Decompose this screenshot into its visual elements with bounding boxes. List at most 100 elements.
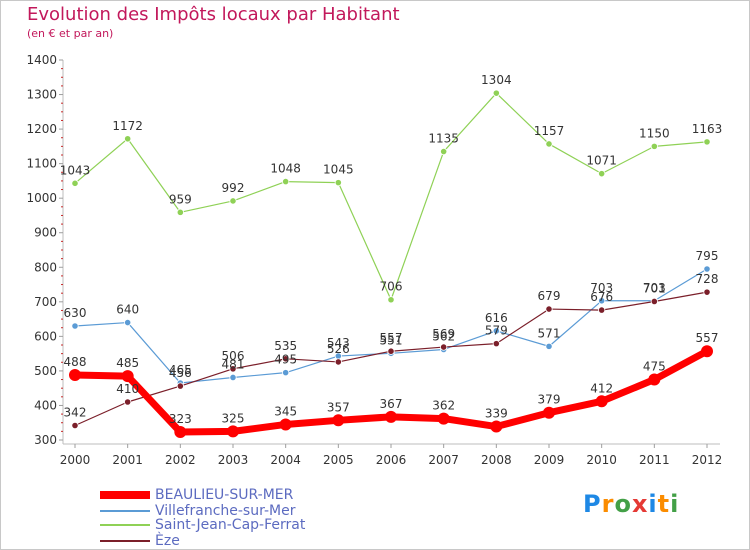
data-point xyxy=(176,208,184,216)
data-label: 485 xyxy=(116,356,139,370)
data-point xyxy=(71,421,79,430)
x-tick-label: 2002 xyxy=(165,453,196,467)
legend-swatch-eze xyxy=(100,540,150,542)
data-label: 1150 xyxy=(639,126,670,140)
y-tick-label: 1400 xyxy=(26,53,57,67)
x-tick-label: 2009 xyxy=(534,453,565,467)
logo-letter: r xyxy=(601,490,615,518)
logo-letter: P xyxy=(583,490,602,518)
data-point xyxy=(385,410,397,423)
data-point xyxy=(703,138,711,146)
data-point xyxy=(598,297,606,305)
data-point xyxy=(545,342,553,350)
data-point xyxy=(71,179,79,187)
data-label: 679 xyxy=(538,289,561,303)
x-tick-label: 2008 xyxy=(481,453,512,467)
y-tick-label: 600 xyxy=(34,329,57,343)
chart-title: Evolution des Impôts locaux par Habitant xyxy=(27,4,400,25)
x-tick-label: 2000 xyxy=(60,453,91,467)
data-point xyxy=(332,414,345,427)
data-point xyxy=(121,370,134,383)
data-label: 571 xyxy=(538,326,561,340)
data-label: 526 xyxy=(327,342,350,356)
x-tick-label: 2011 xyxy=(639,453,670,467)
logo-letter: x xyxy=(631,490,649,518)
data-label: 551 xyxy=(380,333,403,347)
data-point xyxy=(650,142,658,150)
y-tick-label: 300 xyxy=(34,433,57,447)
data-label: 323 xyxy=(169,412,192,426)
data-label: 488 xyxy=(64,355,87,369)
x-tick-label: 2005 xyxy=(323,453,354,467)
data-point xyxy=(387,347,395,355)
data-label: 1163 xyxy=(692,122,723,136)
y-tick-label: 1100 xyxy=(26,157,57,171)
x-tick-label: 2007 xyxy=(428,453,459,467)
data-point xyxy=(174,426,187,439)
data-label: 1071 xyxy=(586,154,617,168)
data-label: 342 xyxy=(64,405,87,419)
data-point xyxy=(124,398,132,406)
data-label: 495 xyxy=(274,353,297,367)
data-point xyxy=(229,197,237,205)
data-label: 1045 xyxy=(323,163,354,177)
data-point xyxy=(598,306,606,314)
data-point xyxy=(595,395,608,408)
data-label: 543 xyxy=(327,336,350,350)
data-label: 362 xyxy=(432,399,455,413)
data-point xyxy=(279,418,292,431)
data-point xyxy=(227,425,239,438)
data-label: 795 xyxy=(696,249,719,263)
data-label: 456 xyxy=(169,366,192,380)
data-label: 1135 xyxy=(428,132,459,146)
data-label: 481 xyxy=(222,357,245,371)
data-point xyxy=(71,322,79,330)
data-point xyxy=(176,382,184,390)
data-point xyxy=(334,358,342,366)
y-tick-label: 800 xyxy=(34,260,57,274)
data-label: 701 xyxy=(643,281,666,295)
data-point xyxy=(701,345,713,358)
data-point xyxy=(282,178,290,186)
x-tick-label: 2003 xyxy=(218,453,249,467)
data-label: 630 xyxy=(64,306,87,320)
proxiti-logo: Proxiti xyxy=(583,490,679,518)
y-tick-label: 1000 xyxy=(26,191,57,205)
x-tick-label: 2001 xyxy=(112,453,143,467)
data-point xyxy=(598,170,606,178)
data-point xyxy=(492,89,500,97)
legend-swatch-villefranche xyxy=(100,510,150,512)
data-label: 703 xyxy=(643,281,666,295)
logo-letter: i xyxy=(670,490,680,518)
data-label: 412 xyxy=(590,381,613,395)
logo-letter: o xyxy=(614,490,632,518)
data-point xyxy=(229,365,237,373)
x-tick-label: 2004 xyxy=(270,453,301,467)
data-label: 706 xyxy=(380,280,403,294)
data-label: 1304 xyxy=(481,73,512,87)
data-point xyxy=(490,420,503,433)
data-label: 535 xyxy=(274,339,297,353)
logo-letter: t xyxy=(657,490,671,518)
legend-swatch-saint-jean xyxy=(100,524,150,526)
data-point xyxy=(282,369,290,377)
data-label: 325 xyxy=(222,411,245,425)
data-label: 676 xyxy=(590,290,613,304)
data-label: 367 xyxy=(380,397,403,411)
data-label: 1172 xyxy=(112,119,143,133)
chart-subtitle: (en € et par an) xyxy=(27,27,114,40)
data-label: 557 xyxy=(696,331,719,345)
x-tick-label: 2012 xyxy=(692,453,723,467)
y-tick-label: 1200 xyxy=(26,122,57,136)
data-label: 992 xyxy=(222,181,245,195)
data-label: 357 xyxy=(327,400,350,414)
data-point xyxy=(124,318,132,327)
y-tick-label: 900 xyxy=(34,226,57,240)
data-label: 410 xyxy=(116,382,139,396)
y-tick-label: 400 xyxy=(34,398,57,412)
data-point xyxy=(545,305,553,313)
legend-label-villefranche: Villefranche-sur-Mer xyxy=(155,503,296,519)
y-tick-label: 700 xyxy=(34,295,57,309)
